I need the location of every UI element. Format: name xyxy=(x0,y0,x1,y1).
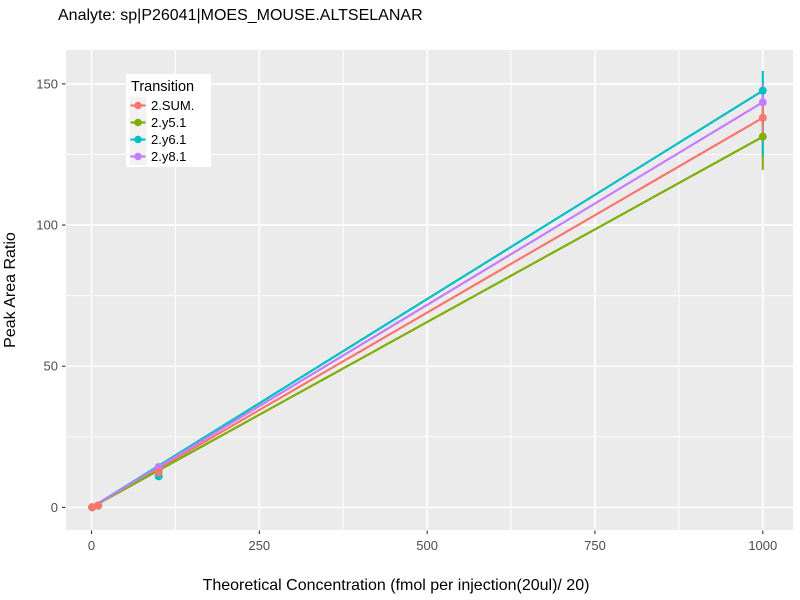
data-point-2.SUM. xyxy=(88,503,97,512)
data-point-2.y5.1 xyxy=(758,132,767,141)
y-tick-label: 50 xyxy=(44,359,58,374)
legend-label: 2.y6.1 xyxy=(151,132,186,147)
data-point-2.SUM. xyxy=(154,468,163,477)
legend-label: 2.y5.1 xyxy=(151,115,186,130)
y-tick-label: 0 xyxy=(51,500,58,515)
y-axis-title: Peak Area Ratio xyxy=(2,232,19,348)
x-tick-label: 250 xyxy=(248,538,270,553)
axes: 0 250 500 750 1000 0 50 100 150 xyxy=(36,76,777,553)
x-tick-label: 0 xyxy=(88,538,95,553)
legend-label: 2.SUM. xyxy=(151,98,194,113)
series-line-2.SUM. xyxy=(90,116,764,509)
legend-title: Transition xyxy=(131,79,194,95)
y-tick-label: 100 xyxy=(36,218,58,233)
x-tick-label: 500 xyxy=(416,538,438,553)
series-line-2.y8.1 xyxy=(90,101,764,509)
legend-key-point xyxy=(134,118,142,127)
legend: Transition 2.SUM. 2.y5.1 2.y6.1 2.y8.1 xyxy=(126,74,211,167)
x-tick-label: 1000 xyxy=(748,538,777,553)
data-point-2.SUM. xyxy=(94,501,103,510)
legend-key-point xyxy=(134,152,142,161)
series-line-2.y6.1 xyxy=(90,89,764,509)
x-axis-title: Theoretical Concentration (fmol per inje… xyxy=(203,577,590,594)
series-line-2.y5.1 xyxy=(90,135,764,509)
legend-key-point xyxy=(134,101,142,110)
legend-key-point xyxy=(134,135,142,144)
legend-label: 2.y8.1 xyxy=(151,149,186,164)
data-point-2.y8.1 xyxy=(758,98,767,107)
data-series xyxy=(88,70,767,512)
chart-title: Analyte: sp|P26041|MOES_MOUSE.ALTSELANAR xyxy=(58,7,423,24)
x-tick-label: 750 xyxy=(584,538,606,553)
y-tick-label: 150 xyxy=(36,76,58,91)
data-point-2.y6.1 xyxy=(758,86,767,95)
data-point-2.SUM. xyxy=(758,113,767,122)
